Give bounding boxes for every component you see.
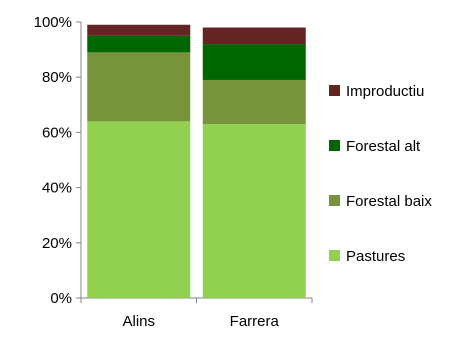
bar-improductiu: [87, 24, 191, 36]
legend-label: Forestal alt: [346, 138, 421, 155]
bar-pastures: [87, 121, 191, 298]
legend-swatch: [329, 85, 340, 96]
legend-label: Forestal baix: [346, 193, 432, 210]
legend: Improductiu Forestal alt Forestal baix Past…: [329, 83, 432, 265]
y-tick-label: 0%: [50, 290, 72, 307]
bar-forestal-baix: [87, 52, 191, 122]
y-tick-label: 40%: [42, 180, 72, 197]
bar-improductiu: [202, 27, 306, 45]
bar-forestal-baix: [202, 79, 306, 125]
legend-swatch: [329, 250, 340, 261]
legend-label: Pastures: [346, 248, 405, 265]
bars: [87, 24, 306, 299]
x-tick-label: Alins: [122, 313, 155, 330]
y-tick-label: 80%: [42, 69, 72, 86]
bar-forestal-alt: [87, 35, 191, 53]
bar-forestal-alt: [202, 44, 306, 80]
legend-label: Improductiu: [346, 83, 424, 100]
y-tick-label: 20%: [42, 235, 72, 252]
tick-labels: 0% 20% 40% 60% 80% 100% Alins Farrera: [34, 14, 280, 330]
bar-pastures: [202, 124, 306, 299]
y-tick-label: 60%: [42, 124, 72, 141]
x-tick-label: Farrera: [230, 313, 280, 330]
legend-swatch: [329, 195, 340, 206]
y-tick-label: 100%: [34, 14, 72, 31]
legend-swatch: [329, 140, 340, 151]
